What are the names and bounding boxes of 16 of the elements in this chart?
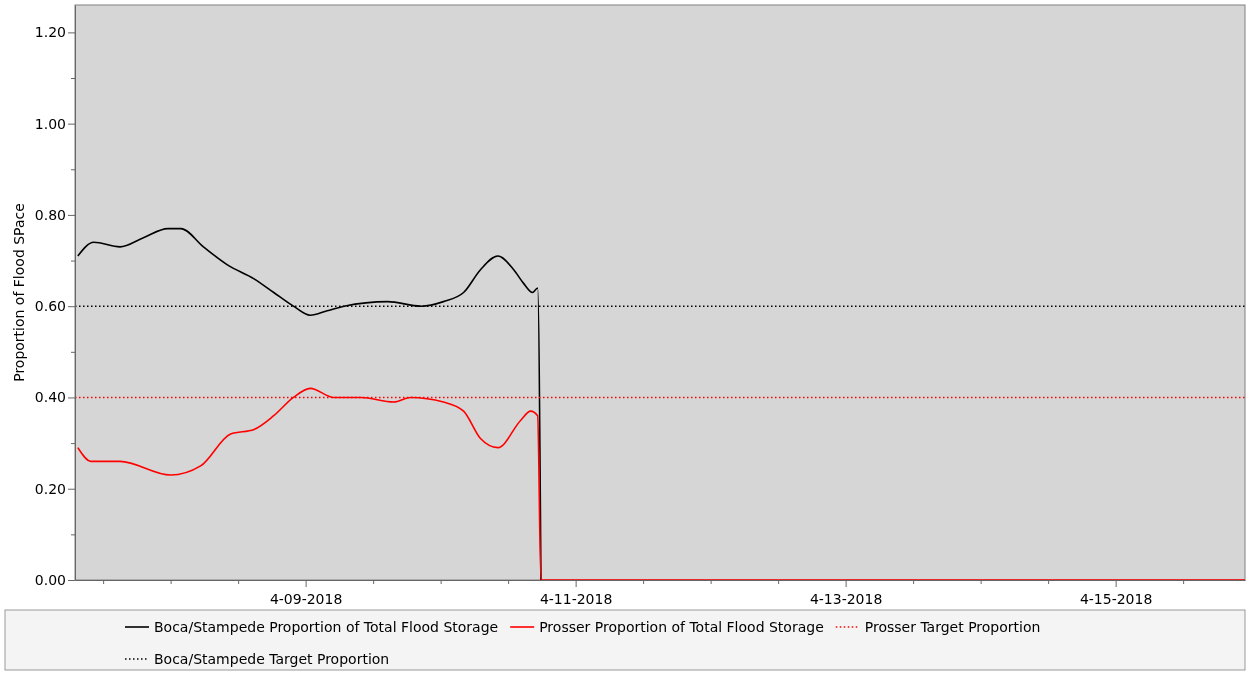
y-tick-label: 1.20: [34, 24, 66, 41]
x-tick-label: 4-11-2018: [539, 591, 613, 608]
legend-label: Boca/Stampede Target Proportion: [154, 651, 390, 667]
y-tick-label: 1.00: [34, 115, 66, 132]
y-tick-label: 0.60: [34, 298, 66, 315]
x-tick-label: 4-09-2018: [269, 591, 343, 608]
y-tick-label: 0.80: [34, 206, 66, 223]
legend-label: Boca/Stampede Proportion of Total Flood Storage: [154, 619, 499, 635]
x-tick-label: 4-13-2018: [809, 591, 883, 608]
y-tick-label: 0.00: [34, 571, 66, 588]
legend-label: Prosser Proportion of Total Flood Storage: [539, 619, 824, 635]
y-tick-label: 0.40: [34, 389, 66, 406]
x-tick-label: 4-15-2018: [1079, 591, 1153, 608]
y-tick-label: 0.20: [34, 480, 66, 497]
y-axis-title: Proportion of Flood SPace: [11, 203, 27, 382]
legend-label: Prosser Target Proportion: [864, 619, 1041, 635]
